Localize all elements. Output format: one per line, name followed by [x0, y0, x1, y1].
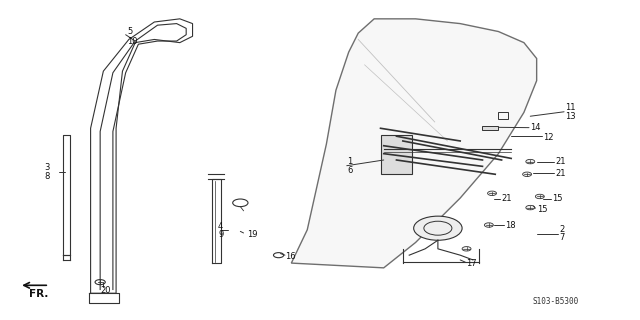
Circle shape [536, 194, 544, 199]
Circle shape [413, 216, 462, 240]
Text: 2: 2 [559, 225, 564, 234]
Text: 6: 6 [348, 166, 353, 175]
Text: 15: 15 [537, 205, 547, 214]
Circle shape [484, 223, 493, 227]
Circle shape [462, 247, 471, 251]
Text: 12: 12 [543, 133, 554, 142]
Text: 17: 17 [467, 259, 477, 268]
Circle shape [526, 205, 535, 210]
Text: 20: 20 [100, 285, 111, 295]
Text: 7: 7 [559, 233, 564, 242]
Text: 11: 11 [565, 103, 576, 112]
Bar [499, 112, 508, 119]
Text: 21: 21 [556, 169, 566, 178]
Circle shape [488, 191, 497, 196]
Circle shape [526, 159, 535, 164]
Text: 8: 8 [45, 172, 50, 181]
Text: 3: 3 [45, 164, 50, 172]
Text: 21: 21 [556, 157, 566, 166]
Circle shape [523, 172, 532, 177]
Text: 1: 1 [348, 157, 353, 166]
Text: 9: 9 [218, 230, 223, 239]
Text: 19: 19 [246, 230, 257, 239]
Text: 15: 15 [552, 194, 563, 203]
Text: S103-B5300: S103-B5300 [532, 297, 579, 306]
Text: 13: 13 [565, 112, 576, 121]
PathPatch shape [291, 19, 537, 268]
Text: FR.: FR. [29, 289, 48, 300]
Text: 5: 5 [127, 27, 132, 36]
Text: 10: 10 [127, 36, 138, 45]
Text: 18: 18 [505, 220, 515, 229]
Text: 4: 4 [218, 222, 223, 231]
Text: 21: 21 [502, 194, 512, 203]
Text: 14: 14 [531, 123, 541, 132]
Polygon shape [381, 135, 412, 174]
Bar [483, 126, 499, 130]
Text: 16: 16 [285, 252, 296, 261]
